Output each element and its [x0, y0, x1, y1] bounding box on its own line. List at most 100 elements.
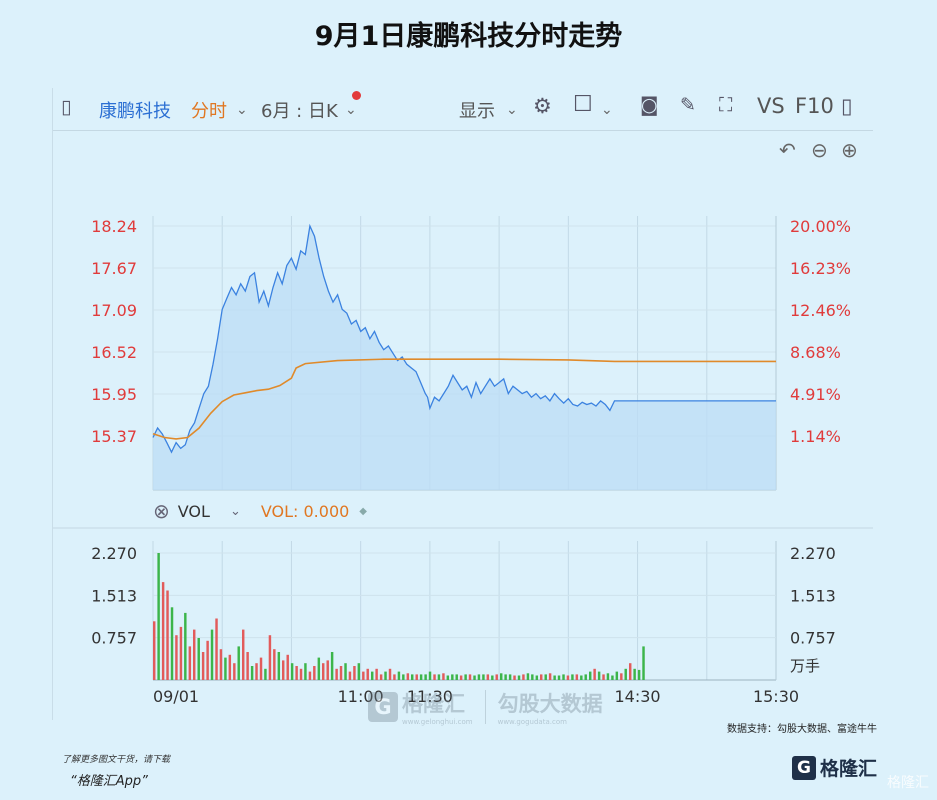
volume-bar: [424, 674, 427, 680]
volume-bar: [188, 646, 192, 680]
volume-tick-label: 1.513: [91, 586, 137, 605]
volume-bar: [273, 649, 276, 680]
footer-logo: G 格隆汇: [791, 754, 877, 781]
volume-bar: [264, 668, 267, 680]
corner-watermark: 格隆汇: [887, 775, 929, 791]
volume-bar: [482, 674, 485, 680]
gear-icon[interactable]: ⚙: [533, 94, 552, 118]
volume-bar: [250, 666, 254, 680]
f10-button[interactable]: F10: [795, 94, 834, 118]
square-icon[interactable]: ☐: [573, 92, 593, 117]
footer-app-name: “格隆汇App”: [70, 774, 148, 789]
volume-bar: [402, 674, 405, 680]
volume-bar: [384, 671, 387, 680]
volume-tick-label-right: 0.757: [790, 629, 836, 648]
volume-bar: [411, 674, 414, 680]
volume-bar: [593, 668, 596, 680]
volume-tick-label-right: 1.513: [790, 586, 836, 605]
volume-bar: [157, 553, 160, 680]
volume-bar: [473, 675, 476, 680]
volume-bar: [642, 646, 645, 680]
undo-icon[interactable]: ↶: [779, 138, 796, 162]
chevron-down-icon[interactable]: ⌄: [236, 102, 248, 118]
volume-bar: [526, 673, 530, 680]
volume-bar: [184, 612, 187, 680]
volume-bar: [295, 666, 298, 680]
volume-bar: [486, 674, 490, 680]
volume-bar: [206, 640, 209, 680]
volume-bar: [419, 674, 423, 680]
volume-bar: [624, 668, 627, 680]
volume-bar: [575, 674, 579, 680]
chevron-down-icon[interactable]: ⌄: [229, 503, 241, 519]
volume-bar: [224, 657, 227, 680]
volume-bar: [371, 671, 374, 680]
volume-bar: [388, 668, 392, 680]
panel-icon[interactable]: ▯: [841, 94, 853, 118]
volume-bar: [597, 671, 601, 680]
volume-bar: [522, 674, 525, 680]
volume-bar: [397, 671, 401, 680]
time-axis-label: 11:00: [338, 687, 384, 706]
period-selector[interactable]: 分时: [191, 101, 227, 122]
volume-bar: [242, 629, 245, 680]
volume-tick-label: 2.270: [91, 544, 137, 563]
volume-bar: [615, 671, 619, 680]
volume-bar: [290, 663, 294, 680]
pencil-icon[interactable]: ✎: [680, 94, 696, 116]
volume-bar: [589, 671, 592, 680]
volume-bar: [348, 671, 352, 680]
volume-bar: [620, 673, 623, 680]
volume-bar: [531, 674, 534, 680]
diamond-icon: ◆: [359, 505, 367, 517]
volume-bar: [446, 675, 450, 680]
percent-tick-label: 20.00%: [790, 217, 851, 236]
volume-bar: [237, 646, 240, 680]
close-circle-icon[interactable]: ⊗: [153, 499, 170, 523]
volume-bar: [468, 674, 472, 680]
volume-bar: [161, 582, 165, 680]
percent-tick-label: 1.14%: [790, 427, 841, 446]
stock-name[interactable]: 康鹏科技: [99, 101, 171, 122]
watermark-partner-sub: www.gogudata.com: [497, 718, 567, 726]
volume-tick-label-right: 2.270: [790, 544, 836, 563]
watermark-brand-sub: www.gelonghui.com: [402, 718, 473, 726]
percent-tick-label: 12.46%: [790, 301, 851, 320]
volume-bar: [611, 675, 614, 680]
zoom-out-icon[interactable]: ⊖: [811, 138, 828, 162]
time-axis-label: 14:30: [615, 687, 661, 706]
watermark-logo-icon: G: [368, 692, 398, 722]
page-title: 9月1日康鹏科技分时走势: [314, 21, 623, 52]
chevron-down-icon[interactable]: ⌄: [506, 102, 518, 118]
sidebar-icon[interactable]: ▯: [61, 96, 72, 118]
volume-bar: [562, 674, 565, 680]
volume-bar: [326, 660, 329, 680]
volume-bar: [366, 668, 369, 680]
volume-bar: [215, 618, 218, 680]
volume-bar: [637, 669, 641, 680]
vs-button[interactable]: VS: [757, 94, 785, 118]
volume-bar: [339, 666, 343, 680]
expand-icon[interactable]: ⛶: [719, 94, 733, 116]
footer-logo-icon: G: [791, 755, 816, 780]
display-menu[interactable]: 显示: [459, 101, 495, 122]
volume-bar: [175, 635, 178, 680]
volume-bar: [282, 660, 285, 680]
volume-indicator[interactable]: VOL: [177, 501, 210, 521]
volume-bar: [633, 668, 636, 680]
zoom-in-icon[interactable]: ⊕: [841, 138, 858, 162]
time-axis-label: 15:30: [753, 687, 799, 706]
kline-selector[interactable]: 6月 : 日K: [261, 101, 338, 122]
volume-bar: [201, 652, 205, 680]
volume-bar: [508, 674, 512, 680]
volume-bar: [233, 663, 236, 680]
volume-bar: [228, 654, 232, 680]
volume-bar: [193, 629, 196, 680]
volume-header: ⊗ VOL ⌄ VOL: 0.000 ◆: [153, 499, 367, 523]
camera-icon[interactable]: ◙: [640, 94, 659, 116]
volume-bar: [504, 674, 507, 680]
chevron-down-icon[interactable]: ⌄: [345, 102, 357, 118]
chevron-down-icon[interactable]: ⌄: [601, 102, 613, 118]
watermark-divider: [484, 690, 486, 724]
price-tick-label: 18.24: [91, 217, 137, 236]
